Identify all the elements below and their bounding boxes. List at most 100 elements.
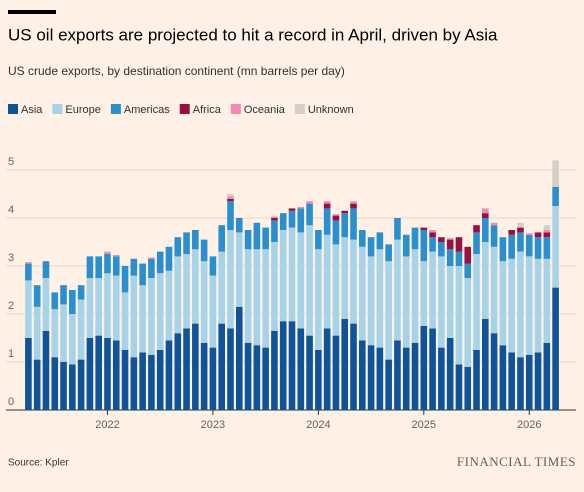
bar-segment [455,251,463,266]
bar-segment [508,258,515,353]
bar-segment [359,340,366,410]
legend-label: Americas [124,104,170,116]
bar-segment [438,256,445,348]
bar-segment [121,350,129,410]
bar-segment [411,342,419,410]
bar-segment [148,278,155,355]
bar-segment [464,263,472,278]
bar-segment [543,225,551,230]
x-tick-label: 2026 [517,419,541,431]
bar-segment [429,328,436,410]
bar-segment [323,328,331,410]
legend-label: Africa [193,104,222,116]
bar-segment [69,290,76,314]
bar-segment [499,261,507,346]
bar-segment [60,285,67,305]
bar-segment [33,285,41,307]
bar-segment [77,285,85,300]
bar-segment [165,270,173,341]
bar-segment [306,225,313,336]
y-tick-label: 5 [8,156,14,168]
bar-segment [402,234,410,257]
bar-segment [60,362,67,410]
bar-segment [473,254,480,350]
bar-segment [350,323,357,410]
bar-segment [77,359,85,410]
y-tick-label: 4 [8,204,14,216]
bar-segment [192,249,199,324]
bar-segment [112,340,120,410]
bar-segment [402,256,410,348]
bar-segment [473,232,480,254]
source: Source: Kpler [8,458,69,469]
bar-segment [244,342,252,410]
bar-segment [306,203,313,226]
bar-segment [429,237,436,252]
bar-segment [60,304,67,362]
bar-segment [350,203,357,209]
bar-segment [165,246,173,271]
bar-segment [271,242,278,331]
bar-segment [482,242,489,319]
bar-segment [394,218,401,240]
bar-segment [174,237,182,257]
bar-segment [42,278,50,331]
legend-swatch [8,104,18,114]
bar-segment [385,359,392,410]
bar-segment [332,214,340,216]
bar-segment [218,225,225,252]
bar-segment [156,350,164,410]
bar-segment [235,218,243,233]
bar-segment [227,194,234,197]
bar-segment [253,249,261,346]
top-rule [8,10,56,14]
bar-segment [323,201,331,204]
bar-segment [552,206,559,288]
bar-segment [25,263,32,281]
bar-segment [148,258,155,278]
bar-segment [25,338,32,410]
bar-segment [165,340,173,410]
bar-segment [112,256,120,276]
bar-segment [446,266,454,338]
x-tick-label: 2022 [95,419,119,431]
bar-segment [332,220,340,245]
bar-segment [315,230,322,250]
bar-segment [376,232,384,250]
bar-segment [534,237,542,259]
bar-segment [218,323,225,410]
bar-segment [420,230,428,262]
bar-segment [508,230,515,235]
bar-segment [482,208,489,214]
bar-segment [297,232,305,329]
bar-segment [183,328,190,410]
bar-segment [112,275,120,341]
bar-segment [148,257,155,259]
bar-segment [525,234,533,257]
bar-segment [42,330,50,410]
bar-segment [315,249,322,350]
bar-segment [279,321,287,410]
bar-segment [297,206,305,209]
bar-segment [473,225,480,233]
bar-segment [271,216,278,218]
bar-segment [543,237,551,259]
bar-segment [86,256,94,278]
bar-segment [455,237,463,252]
bar-segment [104,273,111,338]
y-tick-label: 3 [8,252,14,264]
bar-segment [543,232,551,238]
bar-segment [25,262,32,264]
legend-swatch [230,104,241,114]
bar-segment [332,215,340,221]
bar-segment [552,287,559,410]
bar-segment [473,350,480,410]
bar-segment [69,314,76,365]
bar-segment [385,261,392,360]
bar-segment [341,237,349,319]
bar-segment [359,230,366,247]
y-tick-label: 1 [8,348,14,360]
bar-segment [367,256,375,346]
bar-segment [552,160,559,187]
bar-segment [306,201,313,204]
